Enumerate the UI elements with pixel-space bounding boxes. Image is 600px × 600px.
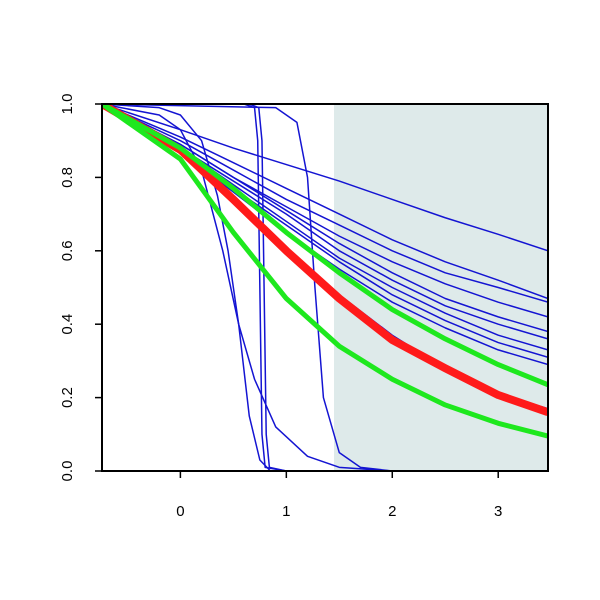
plot-area [102, 104, 548, 471]
shaded-region [334, 104, 548, 471]
x-tick-label: 3 [494, 503, 502, 520]
plot-frame [101, 103, 549, 472]
line [102, 104, 548, 417]
y-tick-label: 0.4 [59, 314, 76, 335]
line [102, 104, 548, 471]
y-tick-label: 0.8 [59, 167, 76, 188]
y-tick-label: 0.6 [59, 240, 76, 261]
y-tick-label: 0.0 [59, 461, 76, 482]
y-tick-label: 1.0 [59, 94, 76, 115]
line [102, 104, 548, 388]
line [102, 104, 548, 300]
line [102, 104, 548, 471]
line [102, 104, 548, 439]
y-tick-label: 0.2 [59, 387, 76, 408]
x-tick-label: 1 [282, 503, 290, 520]
x-tick-label: 0 [176, 503, 184, 520]
line [102, 104, 548, 471]
line [102, 104, 548, 333]
line [102, 104, 548, 303]
x-tick-label: 2 [388, 503, 396, 520]
